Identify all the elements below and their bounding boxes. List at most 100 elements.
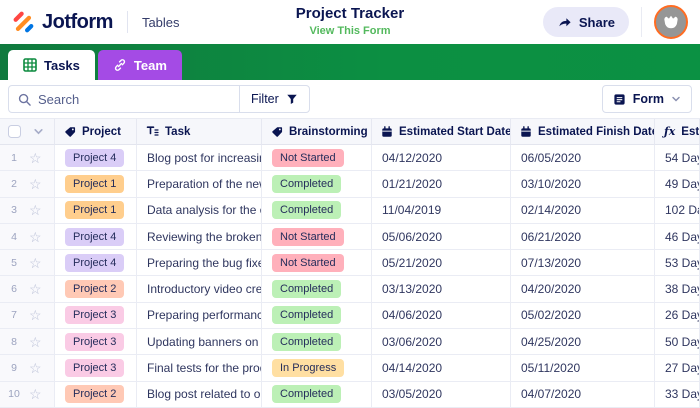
status-cell[interactable]: Completed bbox=[262, 197, 372, 224]
star-icon[interactable]: ☆ bbox=[29, 307, 42, 324]
task-cell[interactable]: Preparation of the new s... bbox=[137, 171, 262, 198]
table-row[interactable]: 3☆ Project 1 Data analysis for the ope..… bbox=[0, 197, 700, 224]
days-cell[interactable]: 54 Days bbox=[655, 145, 700, 172]
days-cell[interactable]: 38 Days bbox=[655, 276, 700, 303]
star-icon[interactable]: ☆ bbox=[29, 175, 42, 192]
row-select-cell[interactable]: 2 ☆ bbox=[0, 171, 55, 198]
project-cell[interactable]: Project 4 bbox=[55, 250, 137, 277]
project-cell[interactable]: Project 2 bbox=[55, 276, 137, 303]
start-date-cell[interactable]: 05/06/2020 bbox=[372, 223, 511, 251]
select-all-checkbox[interactable] bbox=[8, 125, 21, 138]
finish-date-cell[interactable]: 07/13/2020 bbox=[511, 250, 655, 277]
task-cell[interactable]: Data analysis for the ope... bbox=[137, 197, 262, 224]
status-cell[interactable]: In Progress bbox=[262, 355, 372, 382]
status-cell[interactable]: Completed bbox=[262, 171, 372, 198]
row-select-cell[interactable]: 7 ☆ bbox=[0, 302, 55, 330]
star-icon[interactable]: ☆ bbox=[29, 202, 42, 219]
row-select-cell[interactable]: 4 ☆ bbox=[0, 223, 55, 251]
days-cell[interactable]: 46 Days bbox=[655, 223, 700, 251]
table-row[interactable]: 10 ☆ Project 2 Blog post related to our .… bbox=[0, 381, 700, 408]
avatar[interactable] bbox=[654, 5, 688, 39]
project-cell[interactable]: Project 3 bbox=[55, 302, 137, 330]
task-cell[interactable]: Blog post related to our ... bbox=[137, 381, 262, 408]
project-cell[interactable]: Project 4 bbox=[55, 223, 137, 251]
project-cell[interactable]: Project 1 bbox=[55, 197, 137, 224]
task-cell[interactable]: Blog post for increasing ... bbox=[137, 145, 262, 172]
project-cell[interactable]: Project 3 bbox=[55, 355, 137, 382]
task-cell[interactable]: Reviewing the broken lin... bbox=[137, 223, 262, 251]
table-row[interactable]: 1☆ Project 4 Blog post for increasing ..… bbox=[0, 145, 700, 172]
star-icon[interactable]: ☆ bbox=[29, 281, 42, 298]
finish-date-cell[interactable]: 04/20/2020 bbox=[511, 276, 655, 303]
status-cell[interactable]: Completed bbox=[262, 381, 372, 408]
start-date-cell[interactable]: 04/14/2020 bbox=[372, 355, 511, 382]
start-date-cell[interactable]: 01/21/2020 bbox=[372, 171, 511, 198]
row-select-cell[interactable]: 8 ☆ bbox=[0, 329, 55, 356]
start-date-cell[interactable]: 03/06/2020 bbox=[372, 329, 511, 356]
project-cell[interactable]: Project 1 bbox=[55, 171, 137, 198]
col-header-est-days[interactable]: ƒx Estim bbox=[655, 119, 700, 145]
task-cell[interactable]: Final tests for the produ... bbox=[137, 355, 262, 382]
jotform-logo[interactable]: Jotform bbox=[12, 11, 113, 34]
project-cell[interactable]: Project 3 bbox=[55, 329, 137, 356]
days-cell[interactable]: 50 Days bbox=[655, 329, 700, 356]
star-icon[interactable]: ☆ bbox=[29, 360, 42, 377]
status-cell[interactable]: Not Started bbox=[262, 145, 372, 172]
star-icon[interactable]: ☆ bbox=[29, 228, 42, 245]
days-cell[interactable]: 33 Days bbox=[655, 381, 700, 408]
row-select-cell[interactable]: 9 ☆ bbox=[0, 355, 55, 382]
task-cell[interactable]: Preparing performance ... bbox=[137, 302, 262, 330]
tab-team[interactable]: Team bbox=[97, 50, 182, 80]
finish-date-cell[interactable]: 04/07/2020 bbox=[511, 381, 655, 408]
days-cell[interactable]: 27 Days bbox=[655, 355, 700, 382]
col-header-est-finish[interactable]: Estimated Finish Date bbox=[511, 119, 655, 145]
nav-tables[interactable]: Tables bbox=[141, 14, 180, 30]
finish-date-cell[interactable]: 06/05/2020 bbox=[511, 145, 655, 172]
star-icon[interactable]: ☆ bbox=[29, 333, 42, 350]
days-cell[interactable]: 26 Days bbox=[655, 302, 700, 330]
share-button[interactable]: Share bbox=[542, 7, 629, 37]
search-box[interactable] bbox=[8, 85, 240, 113]
view-this-form-link[interactable]: View This Form bbox=[309, 25, 391, 37]
form-view-selector[interactable]: Form bbox=[601, 85, 692, 113]
star-icon[interactable]: ☆ bbox=[29, 149, 42, 166]
table-row[interactable]: 4☆ Project 4 Reviewing the broken lin...… bbox=[0, 223, 700, 251]
task-cell[interactable]: Updating banners on the... bbox=[137, 329, 262, 356]
project-cell[interactable]: Project 4 bbox=[55, 145, 137, 172]
finish-date-cell[interactable]: 03/10/2020 bbox=[511, 171, 655, 198]
days-cell[interactable]: 49 Days bbox=[655, 171, 700, 198]
finish-date-cell[interactable]: 06/21/2020 bbox=[511, 223, 655, 251]
row-select-cell[interactable]: 1 ☆ bbox=[0, 145, 55, 172]
finish-date-cell[interactable]: 02/14/2020 bbox=[511, 197, 655, 224]
row-select-cell[interactable]: 6 ☆ bbox=[0, 276, 55, 303]
search-input[interactable] bbox=[38, 91, 230, 107]
days-cell[interactable]: 53 Days bbox=[655, 250, 700, 277]
project-cell[interactable]: Project 2 bbox=[55, 381, 137, 408]
start-date-cell[interactable]: 05/21/2020 bbox=[372, 250, 511, 277]
chevron-down-icon[interactable] bbox=[33, 126, 44, 137]
table-row[interactable]: 6☆ Project 2 Introductory video creati..… bbox=[0, 276, 700, 303]
table-row[interactable]: 9☆ Project 3 Final tests for the produ..… bbox=[0, 355, 700, 382]
status-cell[interactable]: Completed bbox=[262, 329, 372, 356]
tab-tasks[interactable]: Tasks bbox=[8, 50, 95, 80]
start-date-cell[interactable]: 04/06/2020 bbox=[372, 302, 511, 330]
table-row[interactable]: 8☆ Project 3 Updating banners on the... … bbox=[0, 329, 700, 356]
table-row[interactable]: 2☆ Project 1 Preparation of the new s...… bbox=[0, 171, 700, 198]
start-date-cell[interactable]: 04/12/2020 bbox=[372, 145, 511, 172]
col-header-task[interactable]: Task bbox=[137, 119, 262, 145]
status-cell[interactable]: Completed bbox=[262, 302, 372, 330]
task-cell[interactable]: Preparing the bug fixes r... bbox=[137, 250, 262, 277]
col-header-est-start[interactable]: Estimated Start Date bbox=[372, 119, 511, 145]
filter-button[interactable]: Filter bbox=[239, 85, 310, 113]
col-header-project[interactable]: Project bbox=[55, 119, 137, 145]
finish-date-cell[interactable]: 05/11/2020 bbox=[511, 355, 655, 382]
start-date-cell[interactable]: 03/13/2020 bbox=[372, 276, 511, 303]
col-header-brainstorming[interactable]: Brainstorming bbox=[262, 119, 372, 145]
table-row[interactable]: 7☆ Project 3 Preparing performance ... C… bbox=[0, 302, 700, 330]
start-date-cell[interactable]: 03/05/2020 bbox=[372, 381, 511, 408]
finish-date-cell[interactable]: 05/02/2020 bbox=[511, 302, 655, 330]
finish-date-cell[interactable]: 04/25/2020 bbox=[511, 329, 655, 356]
days-cell[interactable]: 102 Days bbox=[655, 197, 700, 224]
table-row[interactable]: 5☆ Project 4 Preparing the bug fixes r..… bbox=[0, 250, 700, 277]
row-select-cell[interactable]: 3 ☆ bbox=[0, 197, 55, 224]
